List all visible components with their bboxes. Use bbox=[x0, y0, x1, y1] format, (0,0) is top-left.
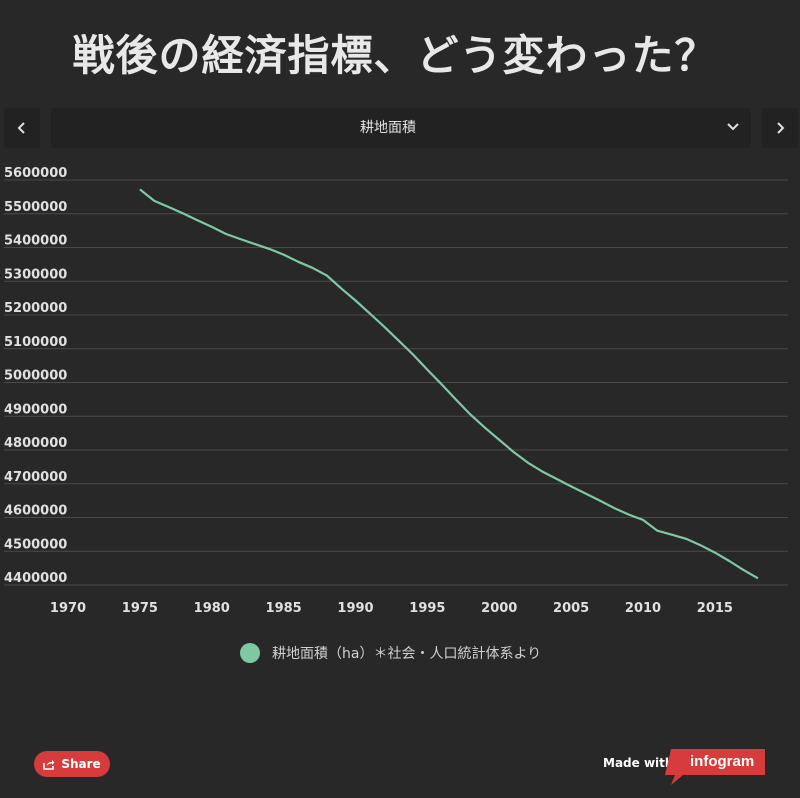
x-tick-label: 2000 bbox=[481, 601, 517, 616]
share-button[interactable]: Share bbox=[34, 751, 110, 777]
data-point bbox=[452, 396, 460, 404]
data-point bbox=[438, 381, 446, 389]
data-point bbox=[380, 323, 388, 331]
share-icon bbox=[43, 759, 55, 770]
x-tick-label: 2010 bbox=[625, 601, 661, 616]
y-tick-label: 5500000 bbox=[4, 200, 67, 215]
infogram-logo[interactable] bbox=[665, 749, 765, 785]
chart-legend[interactable]: 耕地面積（ha）＊社会・人口統計体系より bbox=[240, 642, 541, 664]
x-tick-label: 1990 bbox=[337, 601, 373, 616]
data-point bbox=[711, 549, 719, 557]
x-tick-label: 2015 bbox=[697, 601, 733, 616]
y-tick-label: 5100000 bbox=[4, 335, 67, 350]
data-point bbox=[165, 203, 173, 211]
y-tick-label: 4500000 bbox=[4, 537, 67, 552]
data-point bbox=[222, 230, 230, 238]
y-tick-label: 5200000 bbox=[4, 301, 67, 316]
data-point bbox=[524, 459, 532, 467]
data-point bbox=[150, 197, 158, 205]
x-tick-label: 1975 bbox=[122, 601, 158, 616]
data-point bbox=[754, 574, 762, 582]
chevron-right-icon bbox=[777, 122, 785, 134]
y-tick-label: 5000000 bbox=[4, 369, 67, 384]
legend-label: 耕地面積（ha）＊社会・人口統計体系より bbox=[272, 646, 542, 662]
data-point bbox=[481, 424, 489, 432]
data-point bbox=[265, 245, 273, 253]
made-with-text: Made with bbox=[603, 756, 674, 770]
data-point bbox=[352, 296, 360, 304]
x-tick-label: 1985 bbox=[266, 601, 302, 616]
data-point bbox=[467, 411, 475, 419]
indicator-select[interactable]: 耕地面積 bbox=[51, 108, 751, 148]
y-tick-label: 4900000 bbox=[4, 402, 67, 417]
data-point bbox=[553, 475, 561, 483]
y-tick-label: 4400000 bbox=[4, 571, 67, 586]
data-point bbox=[423, 366, 431, 374]
x-tick-label: 2005 bbox=[553, 601, 589, 616]
data-point bbox=[582, 490, 590, 498]
data-point bbox=[294, 258, 302, 266]
x-tick-label: 1980 bbox=[194, 601, 230, 616]
data-point bbox=[136, 185, 144, 193]
x-tick-label: 1970 bbox=[50, 601, 86, 616]
data-point bbox=[668, 531, 676, 539]
data-point bbox=[697, 541, 705, 549]
data-point bbox=[725, 557, 733, 565]
data-point bbox=[179, 209, 187, 217]
data-point bbox=[193, 216, 201, 224]
y-tick-label: 5400000 bbox=[4, 234, 67, 249]
prev-chart-button[interactable] bbox=[4, 108, 40, 148]
data-point bbox=[280, 251, 288, 259]
chevron-down-icon bbox=[727, 123, 739, 131]
data-point bbox=[366, 310, 374, 318]
legend-swatch bbox=[240, 643, 260, 663]
y-tick-label: 5600000 bbox=[4, 166, 67, 181]
next-chart-button[interactable] bbox=[762, 108, 798, 148]
data-point bbox=[395, 337, 403, 345]
share-label: Share bbox=[61, 757, 101, 771]
indicator-select-value: 耕地面積 bbox=[360, 120, 416, 136]
data-point bbox=[682, 535, 690, 543]
page-title: 戦後の経済指標、どう変わった？ bbox=[72, 31, 718, 80]
data-point bbox=[409, 350, 417, 358]
data-point bbox=[740, 566, 748, 574]
data-point bbox=[625, 510, 633, 518]
data-point bbox=[653, 527, 661, 535]
y-tick-label: 4700000 bbox=[4, 470, 67, 485]
data-point bbox=[237, 235, 245, 243]
data-point bbox=[323, 272, 331, 280]
y-tick-label: 4800000 bbox=[4, 436, 67, 451]
data-point bbox=[610, 504, 618, 512]
data-point bbox=[337, 284, 345, 292]
data-point bbox=[308, 264, 316, 272]
line-chart: 4400000 4500000 4600000 4700000 4800000 49000… bbox=[4, 166, 788, 616]
x-tick-label: 1995 bbox=[409, 601, 445, 616]
y-tick-label: 4600000 bbox=[4, 504, 67, 519]
data-point bbox=[596, 497, 604, 505]
y-tick-label: 5300000 bbox=[4, 267, 67, 282]
data-point bbox=[510, 448, 518, 456]
chevron-left-icon bbox=[17, 122, 25, 134]
data-point bbox=[251, 240, 259, 248]
data-point bbox=[639, 516, 647, 524]
data-point bbox=[567, 482, 575, 490]
series-line bbox=[139, 188, 759, 580]
data-point bbox=[495, 436, 503, 444]
data-point bbox=[538, 468, 546, 476]
data-point bbox=[208, 223, 216, 231]
